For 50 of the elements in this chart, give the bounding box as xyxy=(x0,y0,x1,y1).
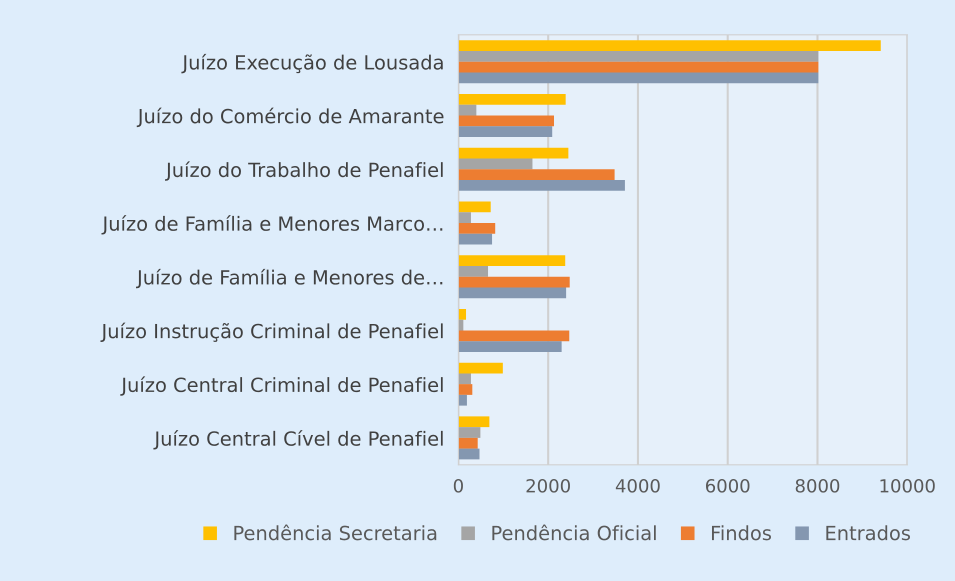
bar xyxy=(458,448,480,460)
bar xyxy=(458,50,818,62)
bar xyxy=(458,201,491,212)
x-tick-label: 2000 xyxy=(526,479,570,493)
bar xyxy=(458,416,490,428)
bar xyxy=(458,126,552,137)
bar xyxy=(458,255,566,266)
bar xyxy=(458,341,562,352)
legend-label: Entrados xyxy=(826,525,910,540)
y-tick-label: Juízo Central Criminal de Penafiel xyxy=(120,376,443,396)
bar xyxy=(458,212,471,223)
bar xyxy=(458,373,471,384)
bar xyxy=(458,287,566,298)
y-tick-label: Juízo Execução de Lousada xyxy=(181,54,443,74)
bar xyxy=(458,438,478,449)
legend-label: Findos xyxy=(712,525,772,540)
bar xyxy=(458,72,818,84)
bar xyxy=(458,180,625,191)
bar xyxy=(458,94,566,105)
bar xyxy=(458,330,570,342)
y-tick-label: Juízo Instrução Criminal de Penafiel xyxy=(100,322,443,342)
bar xyxy=(458,320,464,330)
bar xyxy=(458,158,532,170)
bar xyxy=(458,115,554,126)
y-tick-label: Juízo do Trabalho de Penafiel xyxy=(165,161,443,181)
bar xyxy=(458,148,568,158)
bar xyxy=(458,427,480,438)
bar xyxy=(458,276,570,288)
bar xyxy=(458,394,467,406)
bar xyxy=(458,222,496,234)
x-tick-label: 0 xyxy=(454,479,463,493)
x-tick-label: 8000 xyxy=(796,479,840,493)
legend-label: Pendência Secretaria xyxy=(234,524,436,540)
bar xyxy=(458,62,818,72)
bar xyxy=(458,384,472,395)
bar xyxy=(458,234,492,244)
bar xyxy=(458,266,488,277)
x-tick-label: 10000 xyxy=(880,479,935,493)
legend-label: Pendência Oficial xyxy=(492,524,656,540)
bar xyxy=(458,104,476,116)
bar xyxy=(458,169,615,180)
bar xyxy=(458,362,503,374)
y-tick-label: Juízo de Família e Menores de… xyxy=(136,268,442,288)
x-tick-label: 6000 xyxy=(706,479,750,493)
y-tick-label: Juízo Central Cível de Penafiel xyxy=(153,430,443,450)
y-tick-label: Juízo de Família e Menores Marco… xyxy=(101,215,442,235)
x-tick-label: 4000 xyxy=(616,479,660,493)
bar xyxy=(458,40,881,51)
y-tick-label: Juízo do Comércio de Amarante xyxy=(136,108,444,128)
bar xyxy=(458,308,466,320)
